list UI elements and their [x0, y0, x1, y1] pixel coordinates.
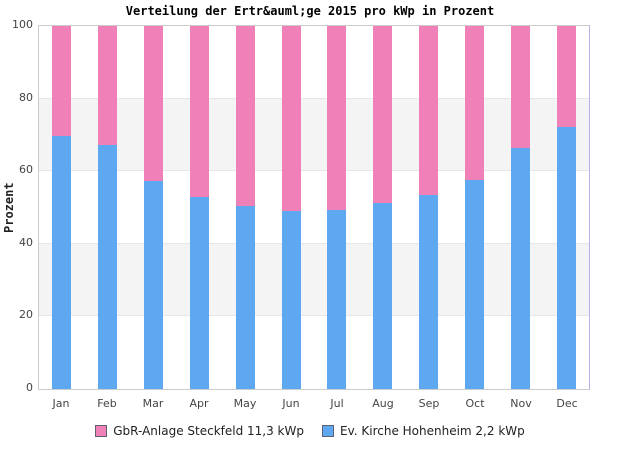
bar-segment	[98, 26, 118, 145]
x-axis-label-aug: Aug	[372, 397, 394, 410]
stacked-bar-apr	[189, 26, 209, 389]
bar-slot-jan	[39, 26, 85, 389]
stacked-bar-jul	[327, 26, 347, 389]
background-band	[39, 98, 589, 172]
y-tick-label: 60	[19, 163, 33, 177]
bar-segment	[52, 26, 72, 137]
y-tick-label: 100	[12, 18, 33, 31]
stacked-bar-feb	[98, 26, 118, 389]
bar-segment	[373, 203, 393, 389]
stacked-bar-oct	[464, 26, 484, 389]
bar-segment	[327, 26, 347, 211]
bar-segment	[98, 144, 118, 389]
legend-item-ev-kirche: Ev. Kirche Hohenheim 2,2 kWp	[321, 424, 525, 438]
x-axis-label-feb: Feb	[97, 397, 117, 410]
bar-slot-feb	[85, 26, 131, 389]
legend-item-gbr-anlage: GbR-Anlage Steckfeld 11,3 kWp	[95, 424, 304, 438]
y-tick-label: 80	[19, 90, 33, 104]
y-axis-title: Prozent	[2, 182, 16, 233]
bar-segment	[419, 26, 439, 196]
bar-segment	[464, 26, 484, 181]
bar-segment	[144, 181, 164, 389]
x-axis-labels: Jan Feb Mar Apr May Jun Jul Aug Sep Oct Nov Dec	[38, 397, 590, 410]
bars-row	[39, 26, 589, 389]
bar-slot-jun	[268, 26, 314, 389]
stacked-bar-sep	[419, 26, 439, 389]
stacked-bar-dec	[556, 26, 576, 389]
stacked-bar-may	[235, 26, 255, 389]
bar-segment	[510, 26, 530, 149]
bar-slot-aug	[360, 26, 406, 389]
x-axis-label-may: May	[233, 397, 257, 410]
background-band	[39, 243, 589, 317]
bar-segment	[144, 26, 164, 181]
x-axis-label-dec: Dec	[556, 397, 578, 410]
x-axis-label-nov: Nov	[510, 397, 532, 410]
x-axis-label-jun: Jun	[282, 397, 300, 410]
y-tick-label: 40	[19, 235, 33, 249]
legend-swatch-blue	[321, 425, 334, 437]
gridline	[39, 97, 589, 99]
x-axis-label-mar: Mar	[142, 397, 164, 410]
stacked-bar-jun	[281, 26, 301, 389]
plot-area	[38, 25, 590, 390]
chart-title: Verteilung der Ertr&auml;ge 2015 pro kWp…	[125, 4, 495, 18]
bar-slot-mar	[131, 26, 177, 389]
stacked-bar-mar	[144, 26, 164, 389]
bar-segment	[556, 26, 576, 127]
bar-slot-dec	[543, 26, 589, 389]
bar-slot-oct	[451, 26, 497, 389]
stacked-bar-aug	[373, 26, 393, 389]
bar-slot-apr	[176, 26, 222, 389]
y-tick-label: 20	[19, 308, 33, 322]
gridline	[39, 242, 589, 244]
gridline	[39, 315, 589, 317]
stacked-bar-nov	[510, 26, 530, 389]
stacked-bar-jan	[52, 26, 72, 389]
x-axis-label-jan: Jan	[52, 397, 70, 410]
bar-slot-jul	[314, 26, 360, 389]
bar-segment	[327, 210, 347, 389]
bar-segment	[419, 195, 439, 389]
bar-segment	[464, 180, 484, 389]
x-axis-label-oct: Oct	[465, 397, 485, 410]
bar-segment	[189, 196, 209, 389]
bar-segment	[556, 126, 576, 389]
bar-segment	[510, 148, 530, 389]
legend-label: GbR-Anlage Steckfeld 11,3 kWp	[113, 424, 304, 438]
bar-segment	[52, 136, 72, 389]
bar-slot-may	[222, 26, 268, 389]
bar-segment	[235, 26, 255, 207]
bar-segment	[281, 211, 301, 389]
bar-segment	[235, 206, 255, 389]
legend: GbR-Anlage Steckfeld 11,3 kWp Ev. Kirche…	[0, 424, 620, 438]
bar-segment	[189, 26, 209, 197]
x-axis-label-sep: Sep	[418, 397, 440, 410]
bar-slot-nov	[497, 26, 543, 389]
legend-swatch-pink	[95, 425, 108, 437]
bar-slot-sep	[406, 26, 452, 389]
legend-label: Ev. Kirche Hohenheim 2,2 kWp	[339, 424, 525, 438]
bar-segment	[281, 26, 301, 212]
x-axis-label-jul: Jul	[330, 397, 344, 410]
bar-segment	[373, 26, 393, 204]
x-axis-label-apr: Apr	[189, 397, 209, 410]
y-tick-label: 0	[26, 381, 33, 394]
gridline	[39, 170, 589, 172]
